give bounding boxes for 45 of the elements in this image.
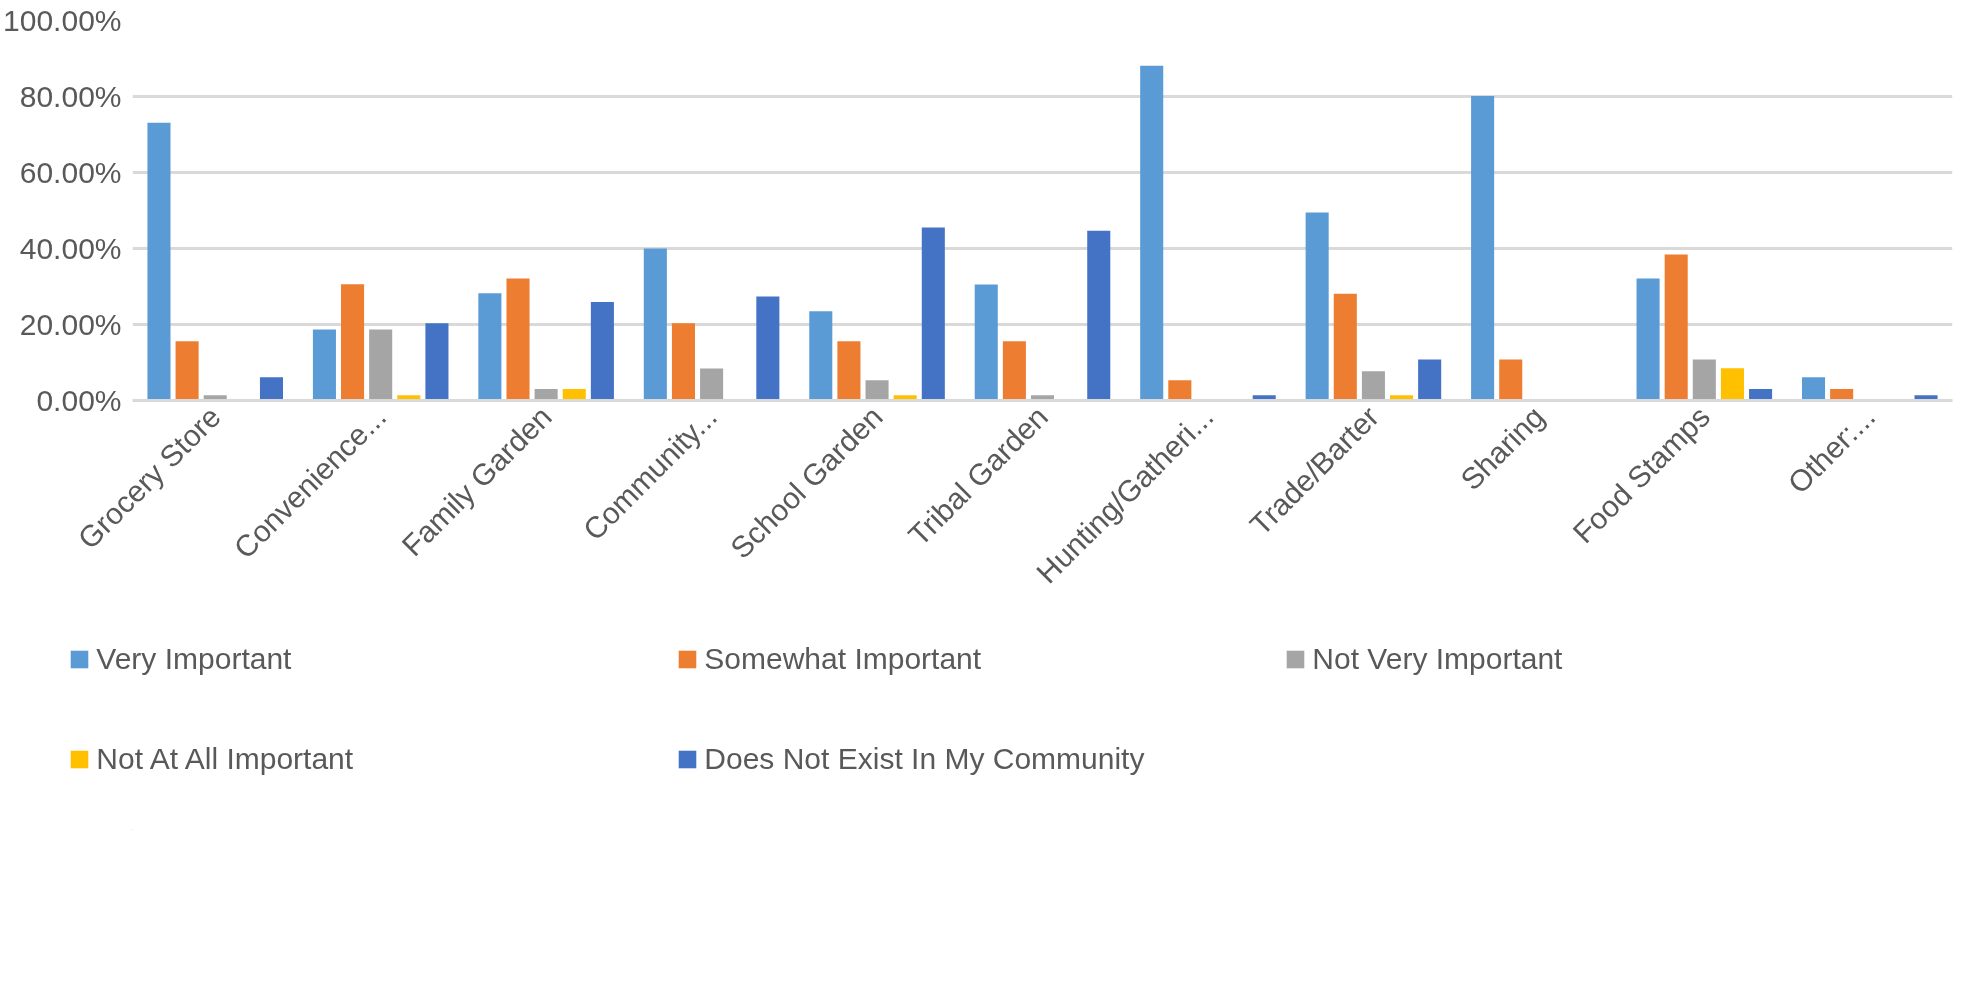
legend-label: Not Very Important bbox=[1312, 641, 1564, 677]
legend-label: Somewhat Important bbox=[704, 641, 983, 677]
bar bbox=[809, 311, 833, 401]
bar bbox=[1305, 212, 1329, 401]
bar bbox=[921, 227, 945, 401]
bar bbox=[837, 341, 861, 401]
bar bbox=[478, 293, 502, 401]
bar bbox=[590, 302, 614, 401]
bar bbox=[1636, 278, 1660, 401]
y-tick-label: 20.00% bbox=[19, 308, 122, 341]
bar bbox=[865, 380, 889, 401]
y-tick-label: 100.00% bbox=[3, 4, 122, 37]
bar bbox=[1692, 359, 1716, 401]
bar bbox=[312, 329, 336, 401]
bar bbox=[700, 368, 724, 401]
bar bbox=[1499, 359, 1523, 401]
bar bbox=[1087, 230, 1111, 401]
bar bbox=[974, 284, 998, 401]
y-tick-label: 0.00% bbox=[36, 384, 122, 417]
legend-label: Not At All Important bbox=[96, 741, 355, 777]
legend-label: Does Not Exist In My Community bbox=[704, 741, 1146, 777]
bar bbox=[1471, 96, 1495, 401]
bar bbox=[1720, 368, 1744, 401]
bar bbox=[369, 329, 393, 401]
bar bbox=[671, 323, 695, 401]
y-tick-label: 80.00% bbox=[19, 80, 122, 113]
bar bbox=[1361, 371, 1385, 401]
y-tick-label: 60.00% bbox=[19, 156, 122, 189]
y-tick-label: 40.00% bbox=[19, 232, 122, 265]
bar bbox=[147, 122, 171, 401]
bar bbox=[1333, 293, 1357, 401]
bar bbox=[1801, 377, 1826, 401]
bar bbox=[425, 323, 449, 401]
bar bbox=[756, 296, 780, 401]
bar bbox=[341, 284, 365, 401]
bar bbox=[1664, 254, 1688, 401]
legend-label: Very Important bbox=[96, 641, 293, 677]
bar bbox=[1168, 380, 1192, 401]
bar bbox=[1140, 65, 1164, 401]
bar bbox=[1002, 341, 1026, 401]
bar bbox=[1418, 359, 1442, 401]
bar bbox=[175, 341, 199, 401]
bar bbox=[259, 377, 284, 401]
bar bbox=[643, 248, 667, 401]
bar bbox=[506, 278, 530, 401]
